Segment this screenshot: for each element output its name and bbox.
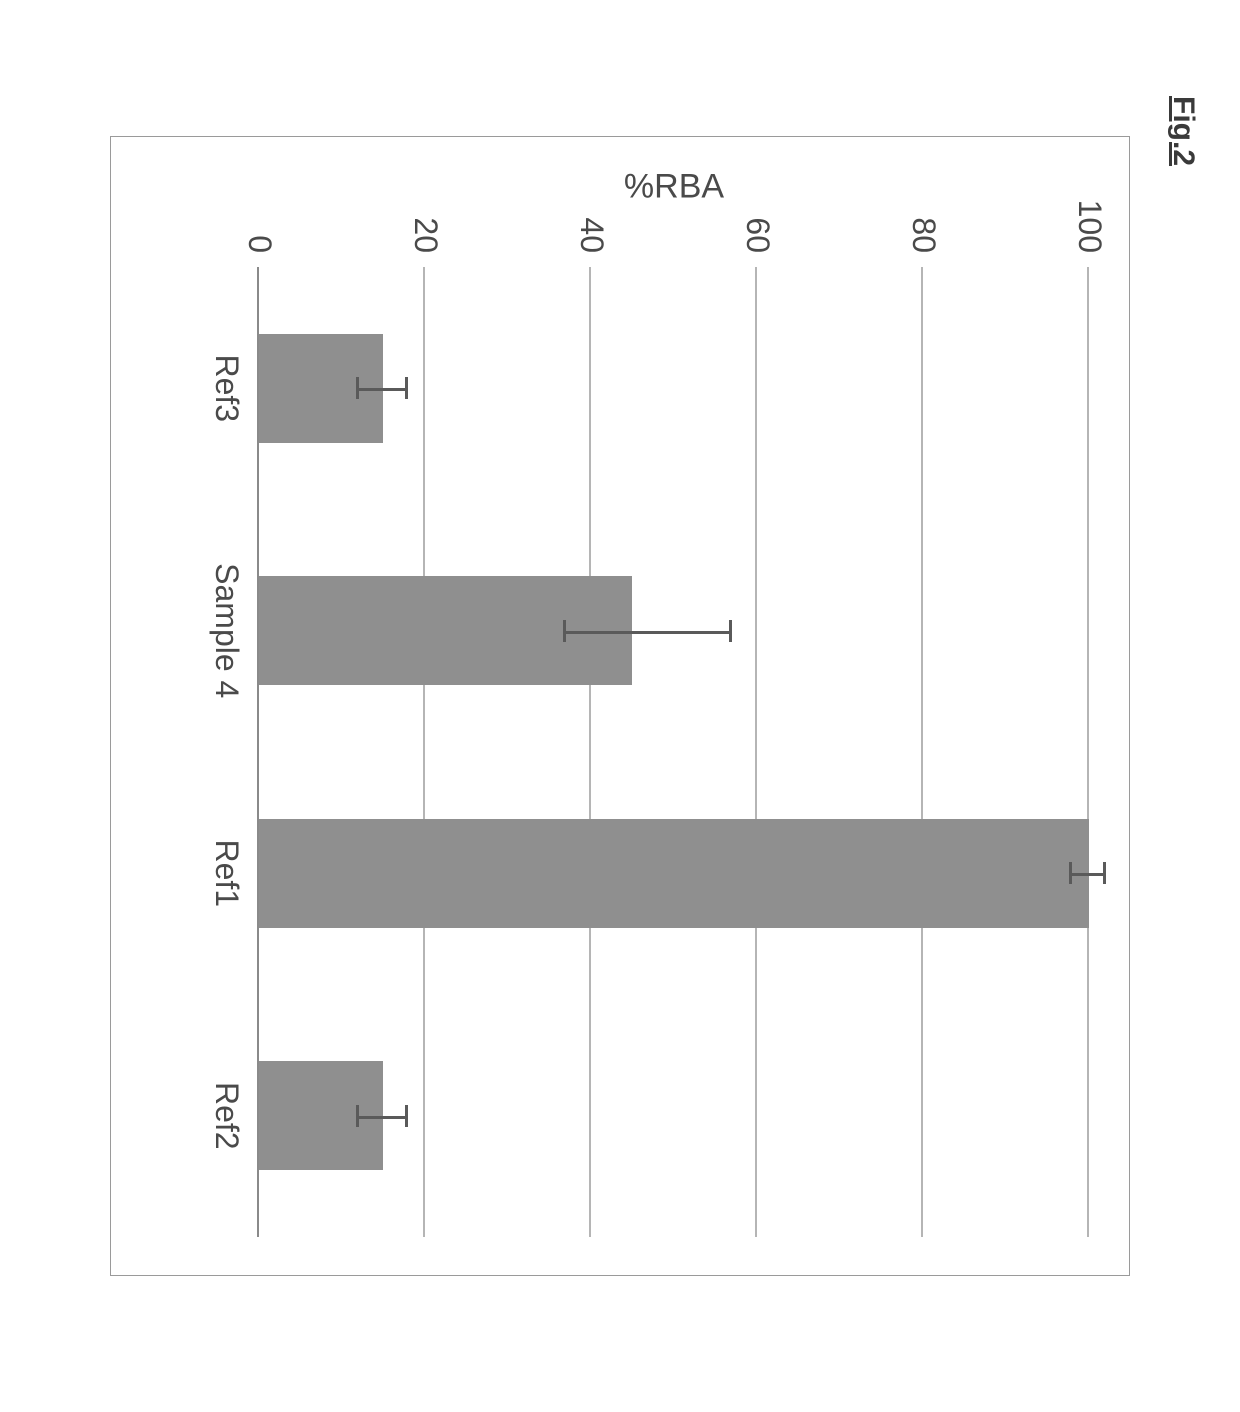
gridline <box>921 267 923 1237</box>
x-tick-label: Ref1 <box>208 752 245 995</box>
error-bar <box>359 388 409 391</box>
chart-frame: %RBA 0 20 40 60 80 100 Ref3Sample 4Ref1Ref2 <box>110 136 1130 1276</box>
y-tick-label: 60 <box>739 163 776 253</box>
error-bar <box>566 631 732 634</box>
y-tick-label: 100 <box>1071 163 1108 253</box>
y-axis-label: %RBA <box>624 168 724 207</box>
y-tick-label: 20 <box>407 163 444 253</box>
plot-area <box>259 267 1089 1237</box>
y-tick-label: 40 <box>573 163 610 253</box>
error-bar <box>1072 873 1105 876</box>
error-cap <box>405 377 408 399</box>
error-bar <box>359 1116 409 1119</box>
x-tick-label: Ref2 <box>208 995 245 1238</box>
rotated-figure-container: Fig.2 %RBA 020406080100Ref3Sample 4Ref1R… <box>50 136 1190 1276</box>
bar <box>259 819 1089 928</box>
error-cap <box>563 620 566 642</box>
gridline <box>1087 267 1089 1237</box>
y-tick-label: 80 <box>905 163 942 253</box>
error-cap <box>1069 862 1072 884</box>
error-cap <box>729 620 732 642</box>
error-cap <box>1103 862 1106 884</box>
gridline <box>589 267 591 1237</box>
gridline <box>755 267 757 1237</box>
gridline <box>423 267 425 1237</box>
page: Fig.2 %RBA 0 20 40 60 80 100 Ref3Sample 4Ref1R… <box>0 0 1240 1412</box>
error-cap <box>405 1105 408 1127</box>
error-cap <box>356 1105 359 1127</box>
x-tick-label: Ref3 <box>208 267 245 510</box>
error-cap <box>356 377 359 399</box>
figure-title: Fig.2 <box>1166 96 1200 166</box>
y-tick-label: 0 <box>241 163 278 253</box>
x-tick-label: Sample 4 <box>208 510 245 753</box>
